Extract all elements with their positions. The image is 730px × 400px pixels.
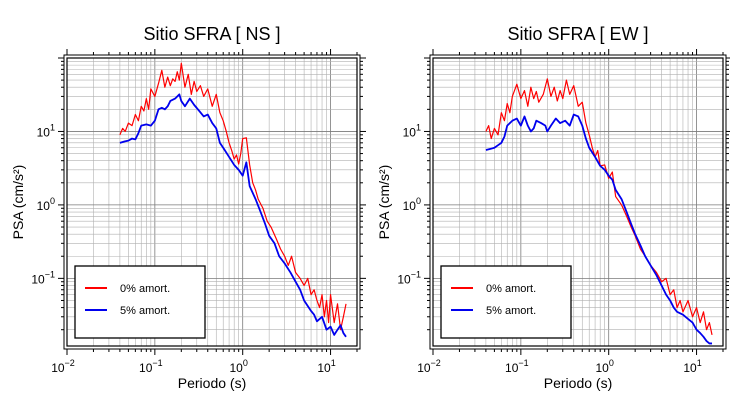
y-tick-label: 10−1 [31, 269, 55, 286]
x-tick-label: 100 [596, 358, 614, 375]
y-axis-label: PSA (cm/s²) [10, 165, 26, 240]
plot-frame [432, 57, 724, 347]
legend-label: 0% amort. [120, 283, 170, 295]
legend-label: 5% amort. [486, 305, 536, 317]
y-tick-label: 100 [403, 196, 421, 213]
chart-title: Sitio SFRA [ NS ] [143, 24, 280, 44]
chart-title: Sitio SFRA [ EW ] [507, 24, 648, 44]
plot-frame-outer [63, 54, 361, 350]
x-tick-label: 10−2 [51, 358, 75, 375]
x-axis-label: Periodo (s) [544, 375, 612, 391]
chart-panel-1: 10−2 10−1 100 101 10−1 100 101 Sitio SFRA [ EW … [376, 24, 730, 391]
plot-frame-outer [429, 54, 727, 350]
x-axis-label: Periodo (s) [178, 375, 246, 391]
x-tick-label: 101 [317, 358, 335, 375]
series-line-damped [119, 93, 347, 338]
y-axis-label: PSA (cm/s²) [376, 165, 392, 240]
y-tick-label: 101 [403, 122, 421, 139]
y-tick-label: 10−1 [397, 269, 421, 286]
tick-marks [424, 49, 730, 355]
x-tick-label: 101 [683, 358, 701, 375]
legend-box [440, 265, 572, 339]
x-tick-label: 100 [230, 358, 248, 375]
chart-panel-0: 10−2 10−1 100 101 10−1 100 101 Sitio SFRA [ NS … [10, 24, 366, 391]
legend: 0% amort. 5% amort. [74, 265, 206, 339]
x-tick-label: 10−1 [505, 358, 529, 375]
legend-box [74, 265, 206, 339]
grid [433, 58, 723, 346]
x-tick-label: 10−1 [139, 358, 163, 375]
y-tick-label: 100 [37, 196, 55, 213]
series-line-undamped [485, 78, 713, 336]
series-line-undamped [119, 62, 347, 331]
y-tick-label: 101 [37, 122, 55, 139]
legend-label: 5% amort. [120, 305, 170, 317]
series-line-damped [485, 113, 713, 345]
tick-marks [58, 49, 366, 355]
plot-frame [66, 57, 358, 347]
legend-label: 0% amort. [486, 283, 536, 295]
legend: 0% amort. 5% amort. [440, 265, 572, 339]
x-tick-label: 10−2 [417, 358, 441, 375]
